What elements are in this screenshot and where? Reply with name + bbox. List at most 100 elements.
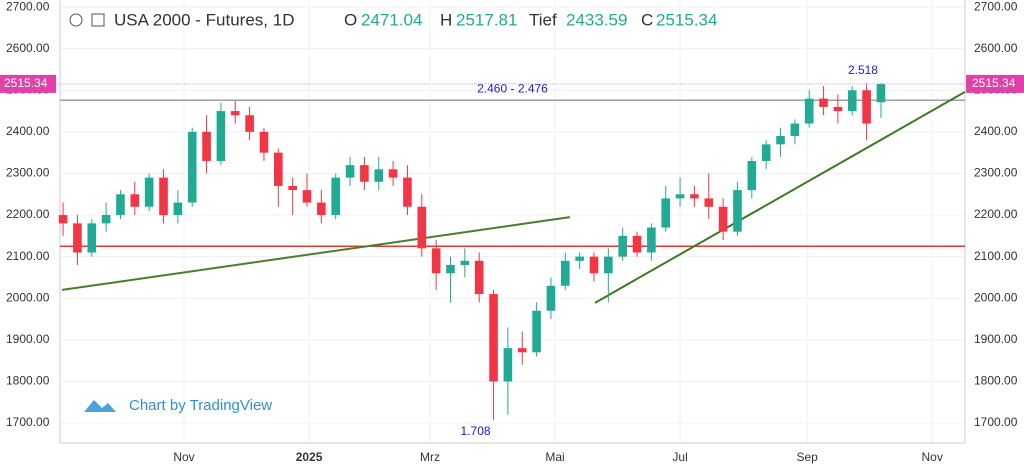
candle-body xyxy=(761,144,771,161)
candle-body xyxy=(216,111,226,161)
x-tick-label: Mrz xyxy=(420,450,440,464)
candle xyxy=(446,256,455,303)
x-tick-label: Sep xyxy=(796,450,818,464)
close-label: C xyxy=(641,10,653,29)
candle-body xyxy=(245,115,254,132)
candle xyxy=(718,198,728,241)
candle-body xyxy=(589,256,599,274)
candle-body xyxy=(130,194,140,207)
candle-body xyxy=(58,215,68,224)
candle xyxy=(302,173,312,207)
candle-body xyxy=(704,198,714,207)
y-tick-label: 2000.00 xyxy=(974,290,1018,304)
candle xyxy=(130,181,140,216)
candle-body xyxy=(833,106,843,112)
candle-body xyxy=(403,177,412,207)
candle-body xyxy=(575,256,584,261)
candle xyxy=(460,248,470,278)
close-value: 2515.34 xyxy=(656,10,717,29)
x-tick-label: Jul xyxy=(672,450,687,464)
candle xyxy=(833,94,843,124)
low-value: 2433.59 xyxy=(566,10,627,29)
y-tick-label: 2600.00 xyxy=(6,41,50,55)
y-tick-label: 2100.00 xyxy=(6,249,50,263)
candle-body xyxy=(288,185,297,191)
y-tick-label: 2600.00 xyxy=(974,41,1018,55)
y-tick-label: 2200.00 xyxy=(6,207,50,221)
candle-body xyxy=(187,131,197,203)
candle-body xyxy=(331,177,341,216)
candle-body xyxy=(374,169,384,182)
candle-body xyxy=(345,165,355,178)
candle xyxy=(876,82,886,118)
candle-body xyxy=(431,248,441,274)
candle xyxy=(403,165,412,216)
candle xyxy=(733,181,742,236)
candle xyxy=(374,156,384,191)
candle xyxy=(690,185,699,207)
header: USA 2000 - Futures, 1D O 2471.04 H 2517.… xyxy=(69,10,717,29)
add-icon[interactable] xyxy=(91,13,105,27)
candle xyxy=(661,185,671,232)
candle xyxy=(675,177,685,207)
candle-body xyxy=(417,206,427,249)
candle xyxy=(360,156,369,191)
candle xyxy=(532,302,541,357)
candle xyxy=(159,169,168,224)
candle xyxy=(417,194,427,257)
candle-body xyxy=(790,123,800,137)
candle xyxy=(704,173,714,220)
candle-body xyxy=(876,83,886,103)
candle xyxy=(101,202,111,232)
candle-body xyxy=(489,294,498,382)
candle-body xyxy=(747,160,757,191)
y-tick-label: 1900.00 xyxy=(6,332,50,346)
candle-body xyxy=(202,131,211,161)
price-tag xyxy=(966,74,1024,93)
candle xyxy=(87,219,97,257)
candle xyxy=(647,223,656,261)
candle-body xyxy=(230,111,240,116)
watermark-text: Chart by TradingView xyxy=(129,397,272,414)
candle xyxy=(589,252,599,282)
candle xyxy=(489,289,498,420)
candle xyxy=(230,100,240,124)
candle-body xyxy=(733,190,742,232)
candle xyxy=(862,82,871,141)
candle-body xyxy=(517,348,527,353)
candle-body xyxy=(546,285,556,311)
candle xyxy=(761,140,771,170)
x-tick-label: Nov xyxy=(173,450,194,464)
candle-body xyxy=(173,202,183,216)
candle-body xyxy=(532,310,541,353)
candle-body xyxy=(73,223,82,253)
collapse-icon[interactable] xyxy=(69,13,83,27)
candle-body xyxy=(647,227,656,253)
candle-body xyxy=(159,177,168,216)
candle xyxy=(331,173,341,220)
candle xyxy=(503,327,513,415)
y-tick-label: 1800.00 xyxy=(974,374,1018,388)
low-label: Tief xyxy=(529,10,557,29)
watermark: Chart by TradingView xyxy=(84,397,272,414)
y-tick-label: 2700.00 xyxy=(974,0,1018,13)
candle xyxy=(274,148,283,207)
candle-body xyxy=(819,98,828,107)
open-value: 2471.04 xyxy=(361,10,422,29)
tv-logo xyxy=(84,400,116,412)
candle-body xyxy=(503,348,513,382)
high-value: 2517.81 xyxy=(456,10,517,29)
candle xyxy=(388,160,398,186)
x-tick-label: 2025 xyxy=(296,450,323,464)
candle xyxy=(604,248,613,303)
candle-body xyxy=(690,194,699,199)
y-tick-label: 2300.00 xyxy=(974,166,1018,180)
candle xyxy=(173,190,183,224)
y-tick-label: 2300.00 xyxy=(6,166,50,180)
candle-body xyxy=(847,90,857,112)
candle-body xyxy=(604,256,613,274)
candle xyxy=(560,252,570,290)
candle xyxy=(288,177,297,216)
candle xyxy=(819,86,828,116)
